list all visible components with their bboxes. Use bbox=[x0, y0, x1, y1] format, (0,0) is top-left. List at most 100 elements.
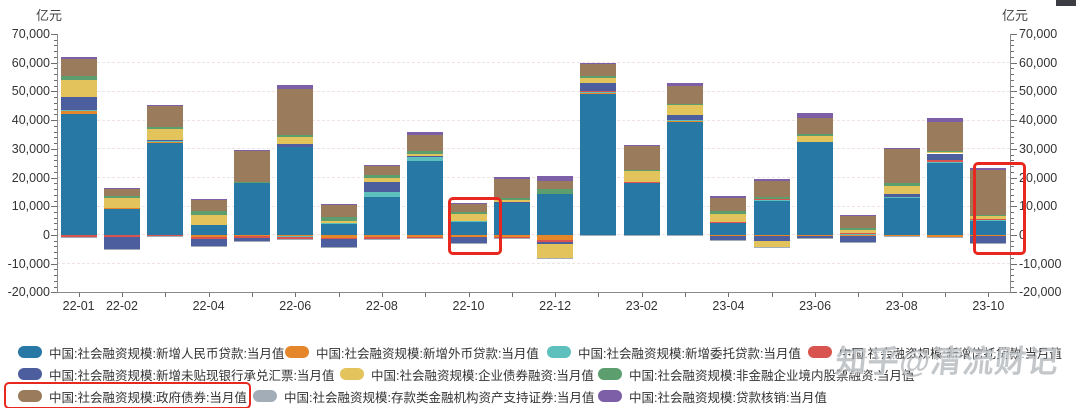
bar-segment[interactable] bbox=[60, 75, 97, 80]
bar-segment[interactable] bbox=[407, 234, 444, 238]
legend-item[interactable]: 中国:社会融资规模:企业债券融资:当月值 bbox=[340, 367, 594, 383]
legend-item[interactable]: 中国:社会融资规模:新增人民币贷款:当月值 bbox=[18, 345, 284, 361]
bar-segment[interactable] bbox=[60, 111, 97, 115]
bar-segment[interactable] bbox=[190, 211, 227, 215]
bar-segment[interactable] bbox=[797, 236, 834, 239]
bar-segment[interactable] bbox=[190, 224, 227, 235]
bar-segment[interactable] bbox=[320, 220, 357, 223]
bar-segment[interactable] bbox=[840, 233, 877, 235]
bar-segment[interactable] bbox=[493, 234, 530, 237]
bar-segment[interactable] bbox=[450, 202, 487, 204]
bar-segment[interactable] bbox=[753, 180, 790, 197]
bar-segment[interactable] bbox=[190, 200, 227, 212]
bar-segment[interactable] bbox=[363, 174, 400, 179]
bar-segment[interactable] bbox=[797, 135, 834, 142]
bar-segment[interactable] bbox=[233, 182, 270, 235]
bar-segment[interactable] bbox=[667, 114, 704, 120]
bar-segment[interactable] bbox=[753, 196, 790, 199]
bar-segment[interactable] bbox=[450, 222, 487, 235]
bar-segment[interactable] bbox=[970, 218, 1007, 220]
bar-segment[interactable] bbox=[60, 79, 97, 97]
bar-segment[interactable] bbox=[277, 137, 314, 145]
bar-segment[interactable] bbox=[103, 188, 140, 197]
bar-segment[interactable] bbox=[60, 96, 97, 111]
bar-segment[interactable] bbox=[407, 237, 444, 238]
bar-segment[interactable] bbox=[667, 86, 704, 104]
bar-segment[interactable] bbox=[537, 176, 574, 182]
bar-segment[interactable] bbox=[840, 241, 877, 243]
bar-segment[interactable] bbox=[753, 198, 790, 200]
bar-segment[interactable] bbox=[667, 105, 704, 115]
bar-segment[interactable] bbox=[233, 236, 270, 238]
bar-segment[interactable] bbox=[623, 181, 660, 183]
bar-segment[interactable] bbox=[840, 215, 877, 228]
bar-segment[interactable] bbox=[580, 93, 617, 235]
bar-segment[interactable] bbox=[277, 135, 314, 138]
bar-segment[interactable] bbox=[363, 234, 400, 238]
bar-segment[interactable] bbox=[623, 182, 660, 235]
bar-segment[interactable] bbox=[493, 237, 530, 239]
bar-segment[interactable] bbox=[320, 205, 357, 217]
bar-segment[interactable] bbox=[970, 219, 1007, 222]
bar-segment[interactable] bbox=[883, 193, 920, 197]
bar-segment[interactable] bbox=[710, 234, 747, 236]
bar-segment[interactable] bbox=[580, 91, 617, 94]
bar-segment[interactable] bbox=[797, 133, 834, 136]
bar-segment[interactable] bbox=[580, 234, 617, 236]
bar-segment[interactable] bbox=[493, 201, 530, 203]
bar-segment[interactable] bbox=[970, 236, 1007, 244]
bar-segment[interactable] bbox=[883, 185, 920, 194]
bar-segment[interactable] bbox=[667, 103, 704, 106]
bar-segment[interactable] bbox=[363, 178, 400, 182]
bar-segment[interactable] bbox=[147, 104, 184, 107]
bar-segment[interactable] bbox=[580, 62, 617, 64]
bar-segment[interactable] bbox=[277, 234, 314, 236]
bar-segment[interactable] bbox=[537, 243, 574, 258]
bar-segment[interactable] bbox=[927, 122, 964, 151]
bar-segment[interactable] bbox=[147, 126, 184, 130]
bar-segment[interactable] bbox=[103, 208, 140, 235]
bar-segment[interactable] bbox=[320, 216, 357, 221]
bar-segment[interactable] bbox=[103, 196, 140, 198]
bar-segment[interactable] bbox=[580, 75, 617, 79]
bar-segment[interactable] bbox=[927, 151, 964, 154]
bar-segment[interactable] bbox=[277, 236, 314, 240]
bar-segment[interactable] bbox=[927, 153, 964, 161]
legend-item[interactable]: 中国:社会融资规模:新增外币贷款:当月值 bbox=[285, 345, 539, 361]
bar-segment[interactable] bbox=[623, 146, 660, 170]
bar-segment[interactable] bbox=[147, 140, 184, 142]
bar-segment[interactable] bbox=[147, 234, 184, 236]
bar-segment[interactable] bbox=[233, 149, 270, 152]
bar-segment[interactable] bbox=[320, 238, 357, 240]
bar-segment[interactable] bbox=[970, 234, 1007, 237]
bar-segment[interactable] bbox=[147, 141, 184, 143]
bar-segment[interactable] bbox=[407, 153, 444, 157]
bar-segment[interactable] bbox=[927, 150, 964, 152]
bar-segment[interactable] bbox=[233, 234, 270, 236]
bar-segment[interactable] bbox=[493, 199, 530, 202]
bar-segment[interactable] bbox=[147, 106, 184, 127]
bar-segment[interactable] bbox=[753, 235, 790, 242]
bar-segment[interactable] bbox=[233, 151, 270, 182]
bar-segment[interactable] bbox=[537, 181, 574, 190]
bar-segment[interactable] bbox=[623, 171, 660, 182]
bar-segment[interactable] bbox=[580, 82, 617, 92]
bar-segment[interactable] bbox=[233, 237, 270, 241]
bar-segment[interactable] bbox=[147, 129, 184, 141]
bar-segment[interactable] bbox=[840, 234, 877, 236]
bar-segment[interactable] bbox=[710, 222, 747, 235]
bar-segment[interactable] bbox=[60, 57, 97, 59]
bar-segment[interactable] bbox=[623, 145, 660, 147]
bar-segment[interactable] bbox=[407, 161, 444, 235]
bar-segment[interactable] bbox=[103, 235, 140, 238]
legend-item[interactable]: 中国:社会融资规模:新增委托贷款:当月值 bbox=[547, 345, 801, 361]
bar-segment[interactable] bbox=[450, 203, 487, 212]
bar-segment[interactable] bbox=[277, 144, 314, 148]
bar-segment[interactable] bbox=[363, 237, 400, 239]
bar-segment[interactable] bbox=[233, 181, 270, 183]
bar-segment[interactable] bbox=[450, 211, 487, 215]
bar-segment[interactable] bbox=[883, 149, 920, 183]
bar-segment[interactable] bbox=[970, 214, 1007, 216]
bar-segment[interactable] bbox=[710, 213, 747, 222]
bar-segment[interactable] bbox=[190, 238, 227, 247]
